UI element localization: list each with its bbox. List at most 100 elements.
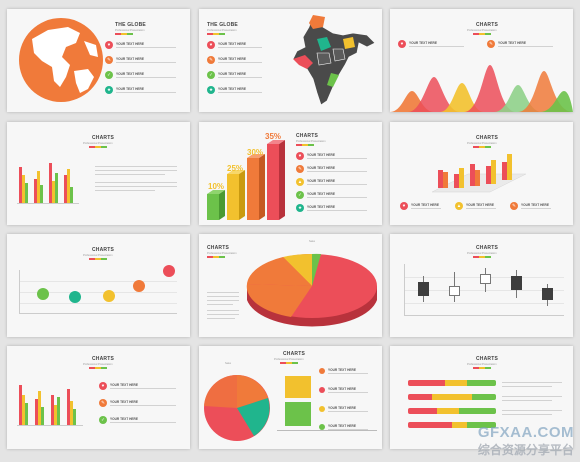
slide-bars-3d[interactable]: 10% 25% 30% 35% CHARTS Professional Pres… bbox=[199, 122, 382, 225]
slide-subtitle: Professional Presentation bbox=[467, 141, 497, 145]
slide-subtitle: Professional Presentation bbox=[83, 362, 113, 366]
title-underline bbox=[296, 144, 314, 146]
title-underline bbox=[207, 33, 225, 35]
title-underline bbox=[115, 33, 133, 35]
cylinder-chart bbox=[431, 154, 527, 193]
bar bbox=[19, 385, 22, 425]
text-line bbox=[95, 170, 177, 171]
chart-icon: ▲ bbox=[296, 178, 304, 186]
slide-subtitle: Professional Presentation bbox=[274, 357, 304, 361]
pencil-icon bbox=[319, 387, 325, 393]
check-icon bbox=[319, 424, 325, 430]
feature-label: YOUR TEXT HERE bbox=[307, 179, 335, 183]
slide-pie-3d[interactable]: CHARTS Professional Presentation Sales bbox=[199, 234, 382, 337]
slide-globe-2[interactable]: THE GLOBE Professional Presentation ♥ YO… bbox=[199, 9, 382, 112]
text-line bbox=[95, 186, 177, 187]
bar-chart bbox=[17, 382, 83, 426]
text-line bbox=[116, 92, 176, 93]
chart-label: Sales bbox=[225, 362, 231, 365]
text-line bbox=[218, 47, 262, 48]
text-line bbox=[110, 388, 176, 389]
percent-label: 25% bbox=[227, 164, 244, 173]
text-line bbox=[110, 422, 176, 423]
bar bbox=[41, 407, 44, 425]
watermark: GFXAA.COM 综合资源分享平台 bbox=[478, 424, 574, 458]
slide-subtitle: Professional Presentation bbox=[467, 362, 497, 366]
bubble bbox=[103, 290, 115, 302]
bar bbox=[40, 185, 43, 203]
feature-label: YOUR TEXT HERE bbox=[307, 192, 335, 196]
mountain-chart bbox=[390, 65, 573, 112]
watermark-logo-text: GFXAA.COM bbox=[477, 424, 574, 441]
feature-label: YOUR TEXT HERE bbox=[307, 205, 335, 209]
slide-bars-features[interactable]: CHARTS Professional Presentation ♥ YOUR … bbox=[7, 346, 190, 449]
feature-label: YOUR TEXT HERE bbox=[328, 424, 356, 428]
heart-icon: ♥ bbox=[296, 152, 304, 160]
candle bbox=[418, 282, 429, 296]
feature-label: YOUR TEXT HERE bbox=[110, 417, 138, 421]
pie-chart-3d bbox=[246, 253, 377, 327]
slide-title: CHARTS bbox=[476, 22, 499, 28]
candle bbox=[449, 286, 460, 296]
feature-label: YOUR TEXT HERE bbox=[116, 87, 144, 91]
text-line bbox=[95, 174, 165, 175]
feature-label: YOUR TEXT HERE bbox=[328, 368, 356, 372]
bar bbox=[57, 397, 60, 425]
text-line bbox=[307, 158, 367, 159]
text-line bbox=[328, 411, 368, 412]
check-icon: ✓ bbox=[296, 191, 304, 199]
slide-title: THE GLOBE bbox=[115, 22, 146, 28]
title-underline bbox=[89, 146, 107, 148]
slide-hbars[interactable]: CHARTS Professional Presentation bbox=[390, 346, 573, 449]
check-icon: ✓ bbox=[207, 71, 215, 79]
slide-candlestick[interactable]: CHARTS Professional Presentation bbox=[390, 234, 573, 337]
text-line bbox=[502, 400, 552, 401]
slide-mountains[interactable]: CHARTS Professional Presentation ♥ YOUR … bbox=[390, 9, 573, 112]
slide-title: CHARTS bbox=[296, 133, 319, 139]
bar bbox=[38, 391, 41, 425]
hbar bbox=[408, 408, 496, 414]
heart-icon: ♥ bbox=[400, 202, 408, 210]
text-line bbox=[307, 197, 367, 198]
chart-icon: ▲ bbox=[455, 202, 463, 210]
slide-globe-1[interactable]: THE GLOBE Professional Presentation ♥ YO… bbox=[7, 9, 190, 112]
text-line bbox=[411, 208, 441, 209]
percent-label: 30% bbox=[247, 148, 264, 157]
slide-cylinders-3d[interactable]: CHARTS Professional Presentation ♥ YOUR … bbox=[390, 122, 573, 225]
bar bbox=[49, 163, 52, 203]
chart-label: Sales bbox=[309, 240, 315, 243]
feature-label: YOUR TEXT HERE bbox=[328, 387, 356, 391]
bar bbox=[51, 395, 54, 425]
bar bbox=[70, 401, 73, 425]
slide-bars-2d[interactable]: CHARTS Professional Presentation bbox=[7, 122, 190, 225]
title-underline bbox=[473, 146, 491, 148]
star-icon: ★ bbox=[105, 86, 113, 94]
bar-chart bbox=[17, 160, 79, 204]
text-line bbox=[207, 300, 239, 301]
bar bbox=[73, 409, 76, 425]
text-line bbox=[502, 410, 562, 411]
slide-subtitle: Professional Presentation bbox=[467, 28, 497, 32]
title-underline bbox=[473, 33, 491, 35]
text-line bbox=[521, 208, 551, 209]
slide-subtitle: Professional Presentation bbox=[83, 141, 113, 145]
bubble-chart bbox=[19, 265, 177, 314]
slide-bubbles[interactable]: CHARTS Professional Presentation bbox=[7, 234, 190, 337]
heart-icon: ♥ bbox=[105, 41, 113, 49]
text-line bbox=[498, 46, 553, 47]
slide-title: CHARTS bbox=[476, 356, 499, 362]
candle bbox=[542, 288, 553, 300]
pencil-icon: ✎ bbox=[207, 56, 215, 64]
bar bbox=[70, 187, 73, 203]
bubble bbox=[163, 265, 175, 277]
text-line bbox=[328, 429, 368, 430]
text-line bbox=[207, 314, 239, 315]
bar bbox=[55, 173, 58, 203]
percent-label: 10% bbox=[208, 182, 225, 191]
text-line bbox=[207, 318, 235, 319]
bar bbox=[19, 167, 22, 203]
hbar bbox=[408, 422, 496, 428]
text-line bbox=[95, 190, 155, 191]
bar bbox=[64, 175, 67, 203]
slide-pie-2d[interactable]: CHARTS Professional Presentation Sales Y… bbox=[199, 346, 382, 449]
